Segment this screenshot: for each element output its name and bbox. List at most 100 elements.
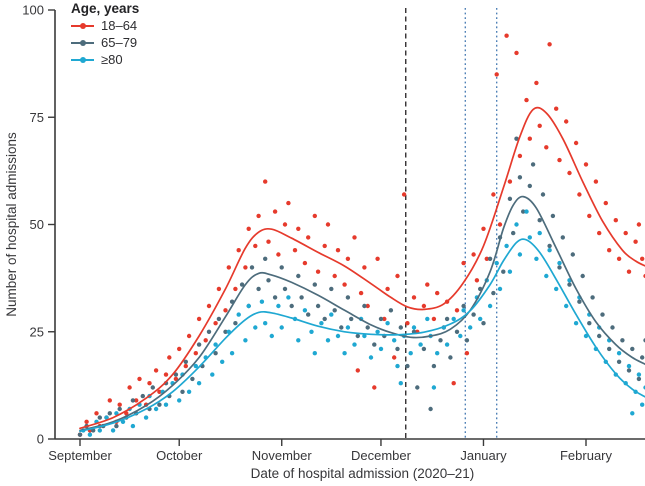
series-points-0	[77, 33, 645, 437]
data-point	[97, 428, 103, 433]
data-point	[183, 363, 188, 369]
data-point	[517, 153, 523, 159]
data-point	[289, 303, 294, 309]
data-point	[623, 230, 628, 236]
data-point	[461, 308, 466, 313]
legend-item-65-79: 65–79	[71, 34, 139, 51]
data-point	[511, 230, 516, 236]
data-point	[134, 398, 139, 403]
data-point	[633, 239, 638, 244]
y-tick-label: 0	[37, 432, 44, 447]
data-point	[243, 338, 248, 343]
data-point	[547, 243, 552, 249]
data-point	[249, 265, 255, 270]
data-point	[223, 308, 228, 313]
data-point	[312, 351, 317, 356]
data-point	[157, 389, 162, 394]
data-point	[309, 329, 314, 334]
data-point	[468, 325, 473, 330]
data-point	[395, 363, 400, 369]
data-point	[481, 321, 486, 326]
data-point	[259, 299, 265, 304]
data-point	[431, 363, 437, 369]
data-point	[332, 308, 337, 313]
data-point	[435, 351, 440, 356]
data-point	[640, 256, 645, 261]
data-point	[206, 329, 212, 334]
x-tick-label: September	[48, 448, 112, 463]
axes: 0 25 50 75 100 September October November Decemb…	[22, 3, 645, 463]
data-point	[474, 278, 480, 283]
data-point	[137, 376, 142, 382]
data-point	[243, 265, 248, 270]
data-point	[315, 269, 321, 274]
data-point	[630, 411, 635, 416]
series-points-1	[77, 136, 645, 437]
data-point	[557, 265, 562, 270]
data-point	[94, 411, 99, 416]
data-point	[587, 321, 592, 326]
data-point	[157, 402, 162, 407]
data-point	[378, 316, 384, 322]
data-point	[544, 145, 549, 150]
data-point	[537, 218, 542, 223]
data-point	[567, 170, 572, 176]
data-point	[385, 286, 390, 292]
data-point	[365, 325, 370, 330]
data-point	[114, 411, 119, 416]
data-point	[253, 325, 258, 330]
data-point	[213, 342, 218, 347]
data-point	[263, 256, 268, 261]
legend-item-80plus: ≥80	[71, 51, 139, 68]
data-point	[193, 363, 198, 369]
data-point	[325, 222, 331, 227]
data-point	[147, 381, 152, 386]
data-point	[256, 213, 261, 219]
data-point	[246, 303, 251, 309]
data-point	[514, 50, 519, 56]
data-point	[497, 222, 503, 227]
data-point	[107, 398, 113, 403]
data-point	[620, 338, 625, 343]
data-point	[266, 239, 271, 244]
data-point	[180, 389, 185, 394]
data-point	[517, 175, 523, 180]
data-point	[193, 351, 198, 356]
data-point	[213, 351, 218, 356]
data-point	[362, 303, 367, 309]
data-point	[458, 333, 463, 339]
data-point	[570, 252, 575, 257]
data-point	[163, 402, 169, 407]
data-point	[577, 299, 582, 304]
data-point	[177, 346, 182, 352]
data-point	[567, 282, 572, 287]
data-point	[233, 286, 238, 292]
data-point	[342, 282, 347, 287]
data-point	[286, 200, 291, 206]
data-point	[375, 329, 380, 334]
data-point	[355, 368, 360, 373]
data-point	[411, 295, 417, 300]
data-point	[544, 273, 549, 279]
data-point	[263, 179, 268, 184]
data-point	[345, 256, 351, 261]
data-point	[183, 359, 188, 364]
data-point	[203, 338, 208, 343]
slate-line-dot-icon	[71, 39, 94, 47]
data-point	[226, 265, 231, 270]
data-point	[292, 248, 298, 253]
y-tick-label: 50	[30, 217, 44, 232]
data-point	[395, 273, 400, 279]
data-point	[167, 355, 172, 360]
data-point	[378, 346, 384, 352]
data-point	[196, 381, 202, 386]
data-point	[306, 235, 311, 240]
data-point	[484, 256, 489, 261]
data-point	[444, 342, 450, 347]
data-point	[114, 423, 119, 429]
data-point	[454, 329, 460, 334]
data-point	[130, 398, 136, 403]
data-point	[507, 196, 513, 201]
data-point	[464, 351, 470, 356]
data-point	[117, 402, 122, 407]
